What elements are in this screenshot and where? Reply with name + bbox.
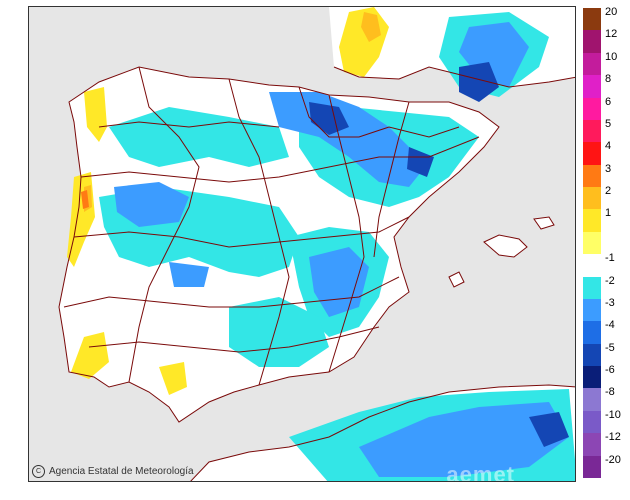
legend-swatch xyxy=(583,276,601,300)
legend-label: -3 xyxy=(605,296,615,309)
legend-swatch xyxy=(583,343,601,367)
legend-label: 2 xyxy=(605,185,612,198)
legend-label: -5 xyxy=(605,341,615,354)
color-legend: 20 12 10 8 6 5 4 3 2 1 -1 -2 -3 -4 -5 -6 -8 -10 -12 -20 xyxy=(583,6,629,479)
watermark: aemet xyxy=(446,462,515,482)
legend-label: 6 xyxy=(605,95,612,108)
map-panel: aemet xyxy=(28,6,576,482)
legend-swatch xyxy=(583,410,601,434)
legend-label: -8 xyxy=(605,386,615,399)
province-borders xyxy=(58,66,575,481)
legend-swatch xyxy=(583,298,601,322)
legend-label: -10 xyxy=(605,408,621,421)
anomaly-minus3 xyxy=(114,22,569,477)
legend-label: -2 xyxy=(605,274,615,287)
legend-swatch xyxy=(583,97,601,121)
legend-swatch xyxy=(583,8,601,31)
legend-label: -1 xyxy=(605,252,615,265)
legend-swatch xyxy=(583,455,601,479)
legend-label: 4 xyxy=(605,140,612,153)
legend-swatch xyxy=(583,254,601,278)
legend-label: -4 xyxy=(605,319,615,332)
legend-label: 10 xyxy=(605,50,618,63)
legend-swatch xyxy=(583,164,601,188)
legend-label: -12 xyxy=(605,431,621,444)
mallorca xyxy=(484,235,527,257)
legend-swatch xyxy=(583,187,601,210)
legend-label: 20 xyxy=(605,6,618,18)
legend-swatch xyxy=(583,30,601,54)
legend-label: -20 xyxy=(605,453,621,466)
legend-label: 12 xyxy=(605,28,618,41)
legend-label: 3 xyxy=(605,162,612,175)
anomaly-map xyxy=(29,7,575,481)
legend-swatch xyxy=(583,321,601,345)
anomaly-minus5 xyxy=(309,62,569,447)
legend-swatch xyxy=(583,75,601,99)
legend-swatch xyxy=(583,231,601,255)
legend-label: 1 xyxy=(605,207,612,220)
legend-label: -6 xyxy=(605,364,615,377)
legend-swatch xyxy=(583,209,601,233)
credit-label: C Agencia Estatal de Meteorología xyxy=(32,465,194,478)
legend-swatch xyxy=(583,52,601,76)
legend-label: 8 xyxy=(605,73,612,86)
legend-swatch xyxy=(583,433,601,457)
legend-swatch xyxy=(583,388,601,412)
legend-swatch xyxy=(583,366,601,389)
credit-text: Agencia Estatal de Meteorología xyxy=(49,466,194,477)
ibiza xyxy=(449,272,464,287)
legend-label: 5 xyxy=(605,117,612,130)
anomaly-plus3 xyxy=(81,190,89,209)
copyright-logo-icon: C xyxy=(32,465,45,478)
legend-swatch xyxy=(583,142,601,166)
legend-swatch xyxy=(583,119,601,143)
